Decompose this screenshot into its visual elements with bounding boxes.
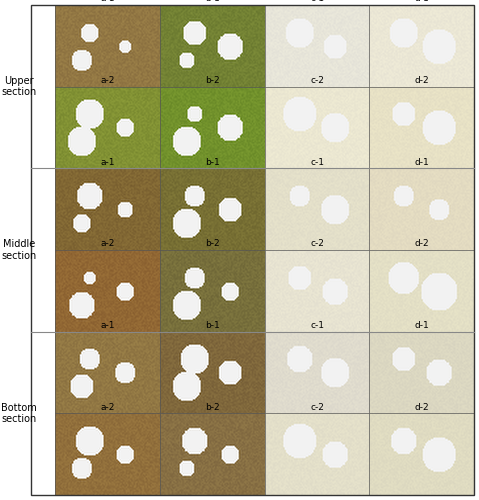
- Text: d-1: d-1: [414, 158, 429, 166]
- Text: b-1: b-1: [205, 321, 220, 330]
- Text: b-1: b-1: [205, 0, 220, 4]
- Text: c-2: c-2: [310, 240, 324, 248]
- Text: b-2: b-2: [205, 240, 219, 248]
- Text: d-2: d-2: [414, 402, 429, 411]
- Text: a-2: a-2: [100, 402, 114, 411]
- Text: d-1: d-1: [414, 321, 429, 330]
- Text: b-1: b-1: [205, 158, 220, 166]
- Text: d-2: d-2: [414, 240, 429, 248]
- Text: a-1: a-1: [100, 158, 115, 166]
- Text: a-1: a-1: [100, 321, 115, 330]
- Text: b-2: b-2: [205, 402, 219, 411]
- Text: Bottom
section: Bottom section: [1, 402, 37, 424]
- Text: c-2: c-2: [310, 402, 324, 411]
- Text: b-2: b-2: [205, 76, 219, 85]
- Text: Middle
section: Middle section: [1, 239, 37, 261]
- Text: c-1: c-1: [310, 321, 324, 330]
- Text: c-1: c-1: [310, 158, 324, 166]
- Text: a-2: a-2: [100, 76, 114, 85]
- Text: a-1: a-1: [100, 0, 115, 4]
- Text: Upper
section: Upper section: [1, 76, 37, 98]
- Text: d-1: d-1: [414, 0, 429, 4]
- Text: d-2: d-2: [414, 76, 429, 85]
- Text: c-2: c-2: [310, 76, 324, 85]
- Text: c-1: c-1: [310, 0, 324, 4]
- Text: a-2: a-2: [100, 240, 114, 248]
